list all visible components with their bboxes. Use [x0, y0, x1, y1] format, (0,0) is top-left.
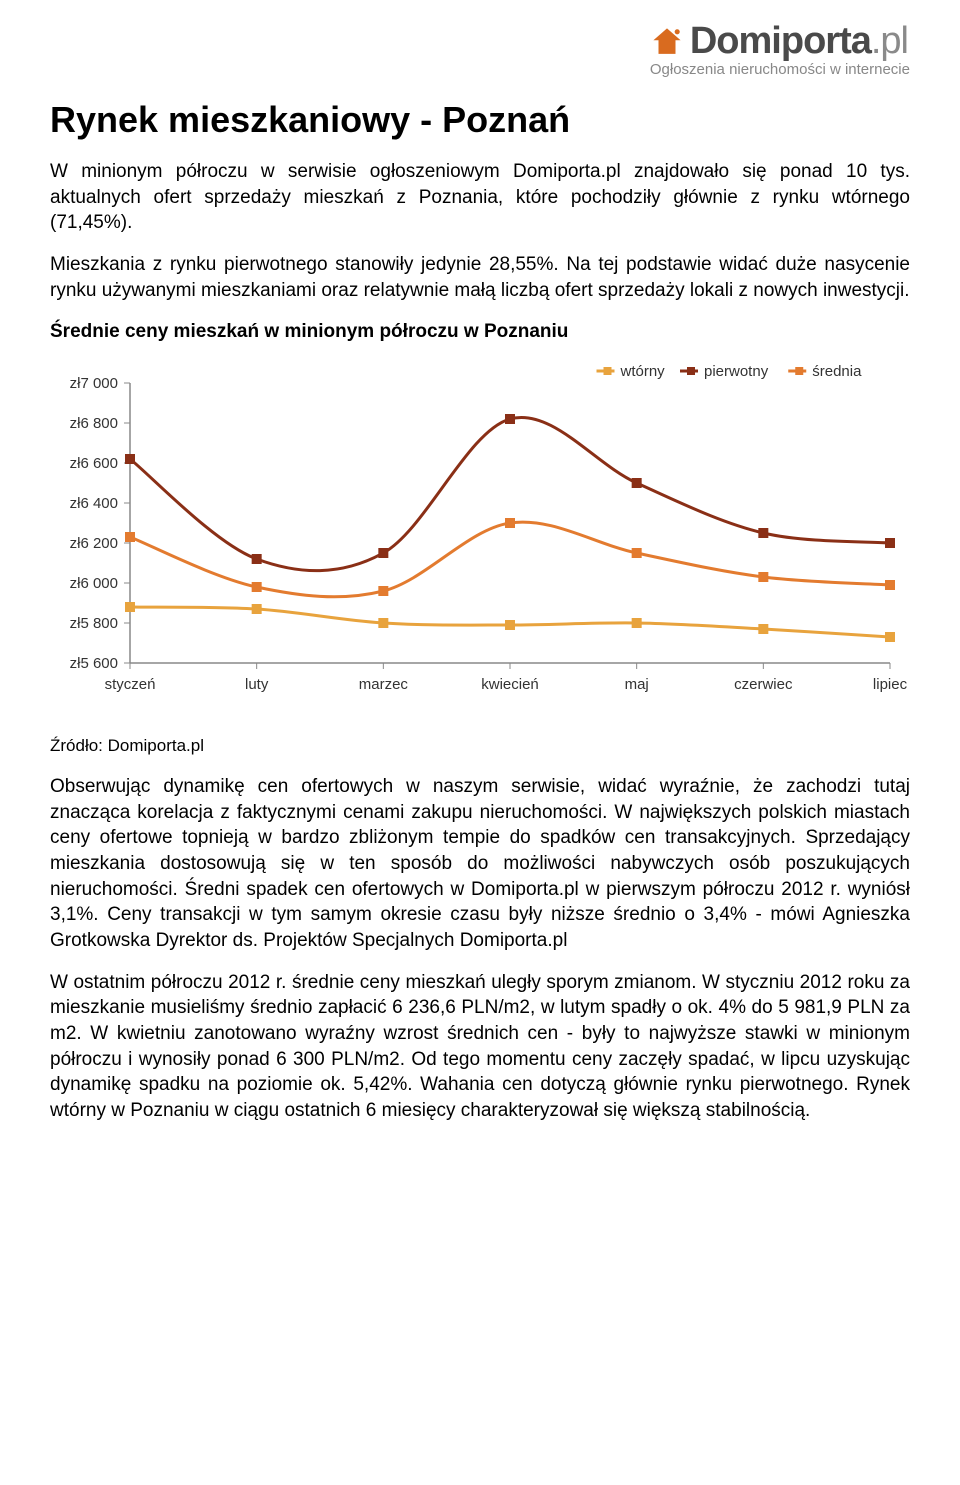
logo-tagline: Ogłoszenia nieruchomości w internecie	[650, 61, 910, 78]
analysis-paragraph-2: W ostatnim półroczu 2012 r. średnie ceny…	[50, 970, 910, 1124]
svg-text:zł6 400: zł6 400	[70, 495, 118, 512]
intro-paragraph-1: W minionym półroczu w serwisie ogłoszeni…	[50, 159, 910, 236]
chart-source: Źródło: Domiporta.pl	[50, 736, 910, 756]
svg-text:zł6 000: zł6 000	[70, 575, 118, 592]
svg-text:czerwiec: czerwiec	[734, 676, 793, 693]
svg-text:styczeń: styczeń	[105, 676, 156, 693]
svg-text:zł6 200: zł6 200	[70, 535, 118, 552]
svg-text:luty: luty	[245, 676, 269, 693]
svg-text:zł5 600: zł5 600	[70, 655, 118, 672]
chart-heading: Średnie ceny mieszkań w minionym półrocz…	[50, 321, 910, 343]
analysis-paragraph-1: Obserwując dynamikę cen ofertowych w nas…	[50, 774, 910, 953]
svg-text:pierwotny: pierwotny	[704, 363, 769, 380]
price-chart: zł5 600 zł5 800 zł6 000 zł6 200 zł6 400 zł6 6…	[50, 353, 910, 718]
svg-text:zł7 000: zł7 000	[70, 375, 118, 392]
intro-paragraph-2: Mieszkania z rynku pierwotnego stanowiły…	[50, 252, 910, 303]
svg-text:marzec: marzec	[359, 676, 409, 693]
svg-text:zł5 800: zł5 800	[70, 615, 118, 632]
svg-text:zł6 600: zł6 600	[70, 455, 118, 472]
logo-suffix: .pl	[871, 20, 908, 62]
svg-text:lipiec: lipiec	[873, 676, 908, 693]
svg-text:zł6 800: zł6 800	[70, 415, 118, 432]
logo-name: Domiporta	[690, 20, 871, 62]
house-icon	[650, 25, 684, 59]
svg-text:wtórny: wtórny	[620, 363, 666, 380]
page-title: Rynek mieszkaniowy - Poznań	[50, 99, 910, 141]
svg-text:kwiecień: kwiecień	[481, 676, 539, 693]
brand-logo: Domiporta.pl Ogłoszenia nieruchomości w …	[50, 20, 910, 79]
svg-text:średnia: średnia	[812, 363, 862, 380]
svg-text:maj: maj	[625, 676, 649, 693]
